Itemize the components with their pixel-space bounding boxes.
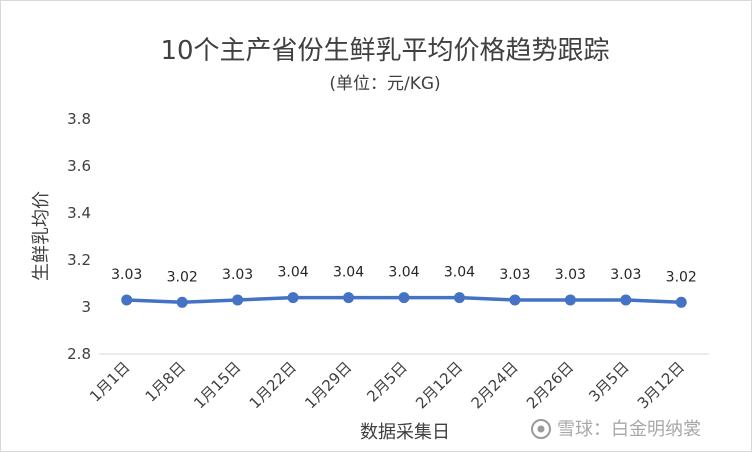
data-label: 3.02 [666,269,697,285]
x-axis-ticks: 1月1日 1月8日 1月15日 1月22日 1月29日 2月5日 2月12日 2月24日 2月2… [86,358,688,412]
x-tick-label: 1月29日 [301,358,355,412]
data-label: 3.03 [111,267,142,283]
x-axis-label: 数据采集日 [360,422,450,443]
y-tick-label: 3.8 [67,110,91,128]
data-point [564,294,576,306]
data-labels: 3.03 3.02 3.03 3.04 3.04 3.04 3.04 3.03 3.03 3.03… [111,265,697,286]
data-point [287,292,299,304]
y-axis-label: 生鲜乳均价 [31,191,52,281]
y-tick-label: 3 [81,298,91,316]
data-label: 3.03 [222,267,253,283]
x-tick-label: 2月12日 [412,358,466,412]
data-point [620,294,632,306]
data-label: 3.02 [167,269,198,285]
data-point [398,292,410,304]
y-tick-label: 3.4 [67,204,91,222]
watermark: 雪球：白金明纳裳 [531,419,701,440]
data-label: 3.03 [499,267,530,283]
chart-subtitle: (单位：元/KG) [329,74,440,94]
x-tick-label: 3月5日 [585,358,632,405]
data-point [675,296,687,308]
x-tick-label: 2月5日 [363,358,410,405]
data-label: 3.03 [555,267,586,283]
data-point [232,294,244,306]
data-label: 3.04 [444,265,475,281]
y-tick-label: 3.2 [67,251,91,269]
x-tick-label: 1月1日 [86,358,133,405]
data-label: 3.04 [388,265,419,281]
x-tick-label: 1月15日 [190,358,244,412]
y-tick-label: 2.8 [67,345,91,363]
chart-title: 10个主产省份生鲜乳平均价格趋势跟踪 [160,36,609,66]
data-label: 3.04 [278,265,309,281]
data-point [121,294,133,306]
data-label: 3.04 [333,265,364,281]
y-tick-label: 3.6 [67,157,91,175]
x-tick-label: 2月24日 [468,358,522,412]
data-point [509,294,521,306]
x-tick-label: 1月8日 [142,358,189,405]
watermark-text: 雪球：白金明纳裳 [557,419,701,440]
data-point [453,292,465,304]
x-tick-label: 3月12日 [634,358,688,412]
series-points [121,292,687,308]
x-tick-label: 1月22日 [246,358,300,412]
snowball-icon [531,419,551,439]
y-axis-ticks: 2.8 3 3.2 3.4 3.6 3.8 [67,110,91,363]
data-point [343,292,355,304]
data-label: 3.03 [610,267,641,283]
x-tick-label: 2月26日 [523,358,577,412]
data-point [176,296,188,308]
